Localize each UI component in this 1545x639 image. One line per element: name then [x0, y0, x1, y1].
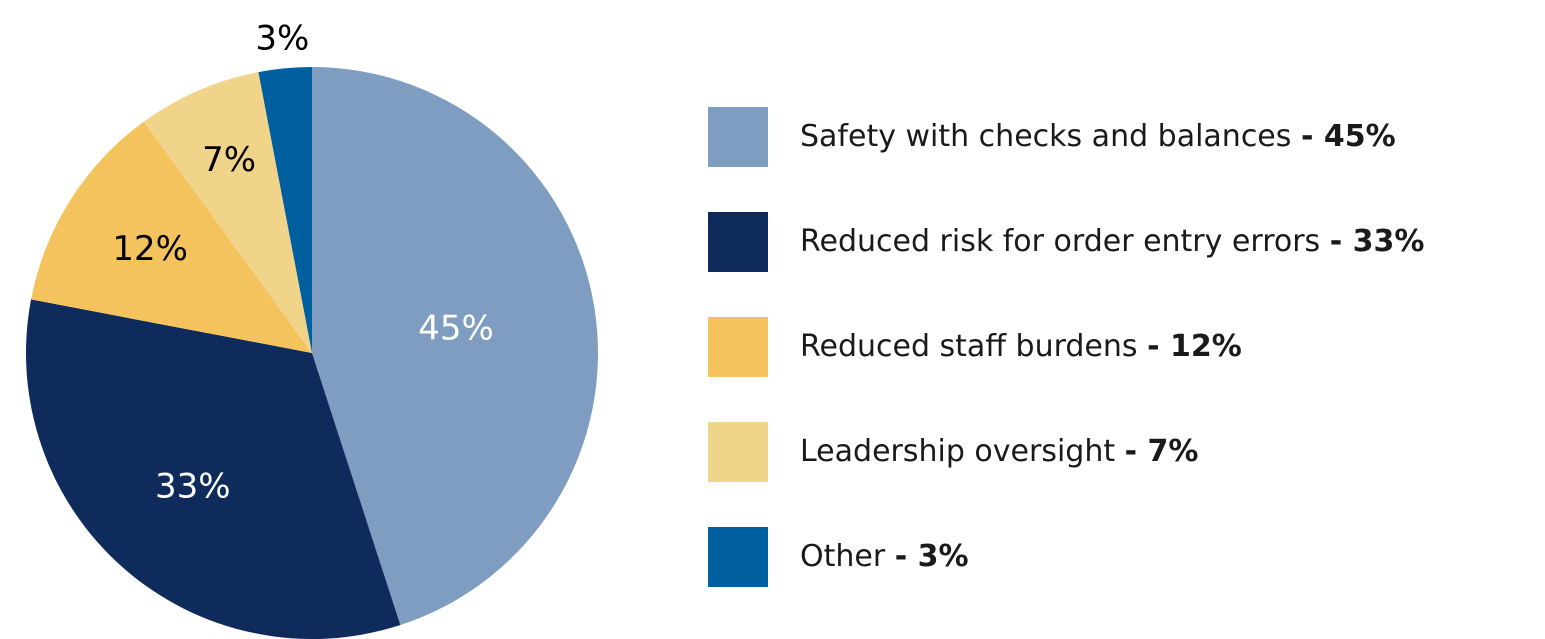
- pie-slice: [312, 67, 598, 626]
- legend-swatch: [708, 107, 768, 167]
- legend-value: - 33%: [1330, 224, 1425, 259]
- slice-label: 3%: [255, 18, 309, 58]
- slice-label: 45%: [418, 309, 494, 349]
- legend-swatch: [708, 527, 768, 587]
- legend-name: Reduced staff burdens: [800, 329, 1138, 364]
- legend-label: Reduced risk for order entry errors - 33…: [800, 224, 1424, 259]
- legend-label: Leadership oversight - 7%: [800, 434, 1198, 469]
- legend-label: Other - 3%: [800, 539, 969, 574]
- legend-swatch: [708, 317, 768, 377]
- legend-swatch: [708, 212, 768, 272]
- pie-slice: [143, 72, 312, 353]
- slice-label: 12%: [112, 229, 188, 269]
- slice-label: 33%: [155, 467, 231, 507]
- legend-label: Reduced staff burdens - 12%: [800, 329, 1242, 364]
- legend-swatch: [708, 422, 768, 482]
- legend-value: - 12%: [1147, 329, 1242, 364]
- legend-label: Safety with checks and balances - 45%: [800, 119, 1396, 154]
- legend-name: Other: [800, 539, 886, 574]
- legend-name: Leadership oversight: [800, 434, 1115, 469]
- pie-slice: [31, 121, 312, 353]
- pie-slice: [258, 67, 312, 353]
- legend-name: Safety with checks and balances: [800, 119, 1291, 154]
- legend-value: - 7%: [1125, 434, 1199, 469]
- legend-value: - 45%: [1301, 119, 1396, 154]
- pie-slice: [26, 299, 401, 639]
- slice-label: 7%: [202, 140, 256, 180]
- legend-name: Reduced risk for order entry errors: [800, 224, 1320, 259]
- legend-value: - 3%: [895, 539, 969, 574]
